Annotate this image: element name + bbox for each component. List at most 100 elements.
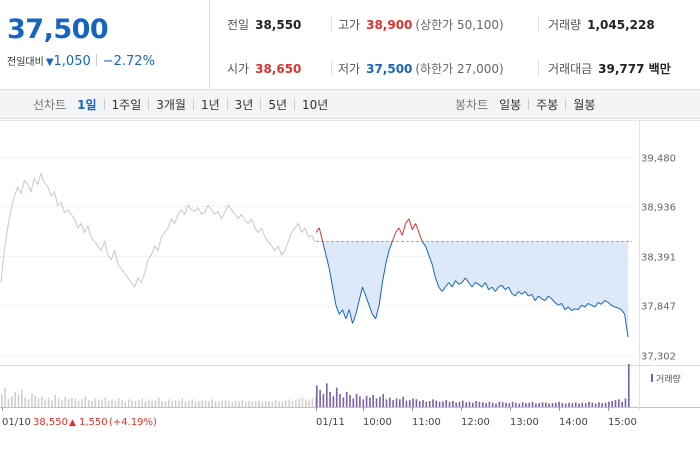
volume-bar <box>535 403 537 407</box>
x-tick-label: 11:00 <box>412 417 441 428</box>
volume-bar <box>558 401 560 407</box>
today-price-segment <box>558 302 562 306</box>
today-price-segment <box>415 223 420 233</box>
today-price-segment <box>498 284 503 288</box>
down-triangle-icon: ▼ <box>45 57 54 68</box>
today-price-segment <box>395 227 400 233</box>
today-price-segment <box>315 227 320 233</box>
volume-bar <box>581 402 584 407</box>
stat-volume: 거래량 1,045,228 <box>548 18 655 32</box>
volume-bar <box>415 399 418 407</box>
today-price-segment <box>332 286 337 306</box>
volume-bar <box>214 401 217 407</box>
volume-bar <box>284 400 287 408</box>
y-tick-label: 37,302 <box>641 352 676 363</box>
tab-daily-candle[interactable]: 일봉 <box>499 98 522 112</box>
volume-bar <box>511 401 514 407</box>
tab-5year[interactable]: 5년 <box>268 98 288 112</box>
volume-bar <box>349 395 351 407</box>
volume-bar <box>435 400 438 408</box>
volume-bar <box>332 396 335 408</box>
volume-bar <box>7 398 10 407</box>
volume-bar <box>295 400 297 407</box>
today-price-segment <box>385 250 390 265</box>
volume-bar <box>432 399 434 407</box>
tab-1day[interactable]: 1일 <box>77 98 97 112</box>
volume-bar <box>278 401 280 407</box>
volume-bar <box>51 400 53 408</box>
tab-3year[interactable]: 3년 <box>234 98 254 112</box>
tab-monthly-candle[interactable]: 월봉 <box>573 98 596 112</box>
volume-bar <box>158 397 160 407</box>
change-value: 1,050 <box>53 54 91 69</box>
volume-bar <box>399 399 401 407</box>
volume-bar <box>442 401 444 407</box>
today-price-segment <box>445 282 450 288</box>
volume-bar <box>578 403 580 407</box>
today-price-segment <box>371 314 377 320</box>
volume-bar <box>174 400 177 407</box>
chart-period-tabs: 선차트 1일 1주일 3개월 1년 3년 5년 10년 봉차트 일봉 주봉 월봉 <box>0 90 700 119</box>
volume-bar <box>508 403 511 407</box>
volume-bar <box>472 402 474 407</box>
volume-bar <box>305 399 307 407</box>
volume-bar <box>448 401 451 407</box>
volume-bar <box>251 401 254 407</box>
today-price-segment <box>421 241 426 247</box>
today-price-segment <box>524 291 529 297</box>
volume-bar <box>478 401 481 407</box>
tab-3month[interactable]: 3개월 <box>156 98 186 112</box>
today-price-segment <box>322 241 327 256</box>
volume-bar <box>178 401 180 407</box>
line-chart-label: 선차트 <box>33 98 67 112</box>
today-price-segment <box>518 291 523 295</box>
today-price-segment <box>441 286 446 292</box>
today-price-segment <box>464 277 470 283</box>
today-price-segment <box>538 295 543 300</box>
today-price-segment <box>604 300 609 303</box>
tab-1week[interactable]: 1주일 <box>111 98 142 112</box>
current-price: 37,500 <box>7 14 109 45</box>
volume-bar <box>375 398 378 407</box>
tab-10year[interactable]: 10년 <box>302 98 329 112</box>
today-price-segment <box>451 280 456 288</box>
volume-bar <box>382 394 384 407</box>
volume-bar <box>525 403 527 407</box>
quote-stats: 전일 38,550 고가 38,900 (상한가 50,100) 거래량 1,045,2… <box>210 0 700 90</box>
intraday-price-chart: 39,480 38,936 38,391 37,847 37,302 거래량 01/10 01… <box>0 120 700 428</box>
volume-bar <box>234 400 237 408</box>
divider <box>95 54 97 66</box>
volume-bar <box>322 394 325 407</box>
today-price-segment <box>388 241 393 251</box>
volume-bar <box>47 397 50 407</box>
volume-bar <box>468 401 471 407</box>
volume-bar <box>171 400 173 408</box>
tab-weekly-candle[interactable]: 주봉 <box>536 98 559 112</box>
volume-bar <box>211 399 213 407</box>
volume-bar <box>144 401 147 407</box>
volume-bar <box>17 395 20 407</box>
today-price-segment <box>405 218 410 224</box>
today-price-segment <box>584 303 589 308</box>
change-label: 전일대비 <box>7 57 44 68</box>
volume-bar <box>485 403 487 407</box>
volume-bar <box>268 401 270 407</box>
volume-bar <box>551 403 554 407</box>
today-price-segment <box>398 227 403 236</box>
volume-bar <box>24 397 26 407</box>
today-price-segment <box>581 304 586 308</box>
volume-bar <box>392 400 394 407</box>
today-price-segment <box>528 293 532 297</box>
volume-bar <box>594 403 597 407</box>
volume-bar <box>422 400 424 407</box>
volume-bar <box>315 396 317 408</box>
today-price-segment <box>438 286 443 292</box>
volume-bar <box>505 402 507 407</box>
volume-bar <box>154 400 157 407</box>
today-price-segment <box>620 309 626 315</box>
volume-bar <box>438 401 441 407</box>
volume-bar <box>148 399 150 407</box>
volume-bar <box>521 402 524 407</box>
tab-1year[interactable]: 1년 <box>200 98 220 112</box>
x-tick-label: 14:00 <box>559 417 588 428</box>
